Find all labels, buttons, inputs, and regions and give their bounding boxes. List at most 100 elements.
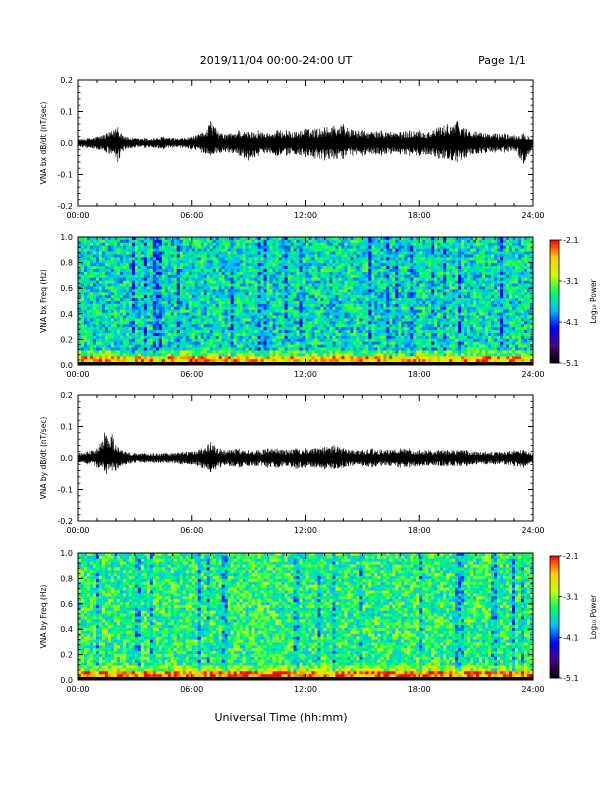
spectrogram-cell bbox=[203, 263, 208, 267]
spectrogram-cell bbox=[329, 283, 333, 287]
spectrogram-cell bbox=[185, 309, 190, 313]
spectrogram-cell bbox=[371, 260, 375, 264]
spectrogram-cell bbox=[191, 260, 196, 264]
spectrogram-cell bbox=[89, 266, 94, 270]
spectrogram-cell bbox=[305, 260, 309, 264]
spectrogram-cell bbox=[260, 306, 264, 311]
spectrogram-cell bbox=[224, 254, 228, 258]
spectrogram-cell bbox=[146, 269, 151, 273]
spectrogram-cell bbox=[86, 306, 91, 311]
spectrogram-cell bbox=[125, 333, 130, 337]
spectrogram-cell bbox=[209, 257, 213, 261]
spectrogram-cell bbox=[332, 257, 336, 261]
spectrogram-cell bbox=[104, 274, 109, 279]
spectrogram-cell bbox=[224, 274, 228, 279]
spectrogram-cell bbox=[404, 295, 408, 299]
spectrogram-cell bbox=[326, 330, 330, 334]
spectrogram-cell bbox=[107, 309, 112, 313]
spectrogram-cell bbox=[308, 301, 312, 305]
spectrogram-cell bbox=[170, 298, 175, 302]
spectrogram-cell bbox=[191, 242, 196, 247]
spectrogram-cell bbox=[251, 239, 255, 244]
spectrogram-cell bbox=[230, 312, 234, 316]
spectrogram-cell bbox=[392, 312, 396, 316]
spectrogram-cell bbox=[275, 242, 279, 247]
spectrogram-cell bbox=[380, 359, 384, 363]
spectrogram-cell bbox=[182, 301, 187, 305]
spectrogram-cell bbox=[356, 347, 360, 351]
spectrogram-cell bbox=[101, 333, 106, 337]
spectrogram-cell bbox=[95, 312, 100, 316]
spectrogram-cell bbox=[350, 353, 354, 357]
spectrogram-cell bbox=[131, 263, 136, 267]
spectrogram-cell bbox=[386, 248, 390, 252]
spectrogram-cell bbox=[329, 350, 333, 354]
spectrogram-cell bbox=[164, 341, 169, 345]
spectrogram-cell bbox=[377, 330, 381, 334]
spectrogram-cell bbox=[281, 344, 285, 348]
spectrogram-cell bbox=[158, 318, 163, 322]
spectrogram-cell bbox=[323, 333, 327, 337]
spectrogram-cell bbox=[347, 338, 351, 343]
spectrogram-cell bbox=[236, 353, 240, 357]
panel-bx_spec: 0.00.20.40.60.81.000:00 06:00 12:00 18:00 24… bbox=[39, 233, 545, 379]
spectrogram-cell bbox=[215, 266, 219, 270]
spectrogram-cell bbox=[110, 292, 115, 296]
spectrogram-cell bbox=[320, 245, 324, 249]
spectrogram-cell bbox=[185, 269, 190, 273]
spectrogram-cell bbox=[212, 277, 216, 281]
spectrogram-cell bbox=[230, 242, 234, 247]
spectrogram-cell bbox=[149, 254, 154, 258]
spectrogram-cell bbox=[368, 248, 372, 252]
spectrogram-cell bbox=[158, 260, 163, 264]
spectrogram-cell bbox=[257, 333, 261, 337]
spectrogram-cell bbox=[89, 245, 94, 249]
spectrogram-cell bbox=[209, 353, 213, 357]
spectrogram-cell bbox=[125, 324, 130, 328]
spectrogram-cell bbox=[374, 251, 378, 255]
spectrogram-cell bbox=[161, 335, 166, 340]
spectrogram-cell bbox=[188, 315, 193, 319]
spectrogram-cell bbox=[236, 359, 240, 363]
spectrogram-cell bbox=[89, 350, 94, 354]
spectrogram-cell bbox=[173, 239, 178, 244]
spectrogram-cell bbox=[386, 292, 390, 296]
spectrogram-cell bbox=[86, 315, 91, 319]
spectrogram-cell bbox=[320, 309, 324, 313]
spectrogram-cell bbox=[242, 266, 246, 270]
spectrogram-cell bbox=[278, 248, 282, 252]
spectrogram-cell bbox=[98, 245, 103, 249]
spectrogram bbox=[78, 237, 534, 366]
spectrogram-cell bbox=[374, 242, 378, 247]
spectrogram-cell bbox=[404, 242, 408, 247]
spectrogram-cell bbox=[230, 338, 234, 343]
spectrogram-cell bbox=[224, 359, 228, 363]
spectrogram-cell bbox=[281, 283, 285, 287]
spectrogram-cell bbox=[197, 356, 202, 360]
spectrogram-cell bbox=[158, 303, 163, 308]
spectrogram-cell bbox=[251, 277, 255, 281]
spectrogram-cell bbox=[158, 309, 163, 313]
spectrogram-cell bbox=[152, 303, 157, 308]
spectrogram-cell bbox=[104, 312, 109, 316]
spectrogram-cell bbox=[296, 260, 300, 264]
spectrogram-cell bbox=[257, 277, 261, 281]
spectrogram-cell bbox=[398, 324, 402, 328]
spectrogram-cell bbox=[266, 327, 270, 331]
spectrogram-cell bbox=[377, 286, 381, 290]
spectrogram-cell bbox=[227, 338, 231, 343]
spectrogram-cell bbox=[89, 341, 94, 345]
spectrogram-cell bbox=[398, 251, 402, 255]
spectrogram-cell bbox=[377, 277, 381, 281]
spectrogram-cell bbox=[386, 245, 390, 249]
spectrogram-cell bbox=[377, 298, 381, 302]
spectrogram-cell bbox=[371, 306, 375, 311]
spectrogram-cell bbox=[365, 301, 369, 305]
spectrogram-cell bbox=[293, 280, 297, 284]
spectrogram-cell bbox=[263, 347, 267, 351]
spectrogram-cell bbox=[155, 254, 160, 258]
spectrogram-cell bbox=[78, 283, 82, 287]
spectrogram-cell bbox=[206, 269, 211, 273]
spectrogram-cell bbox=[314, 292, 318, 296]
spectrogram-cell bbox=[398, 318, 402, 322]
